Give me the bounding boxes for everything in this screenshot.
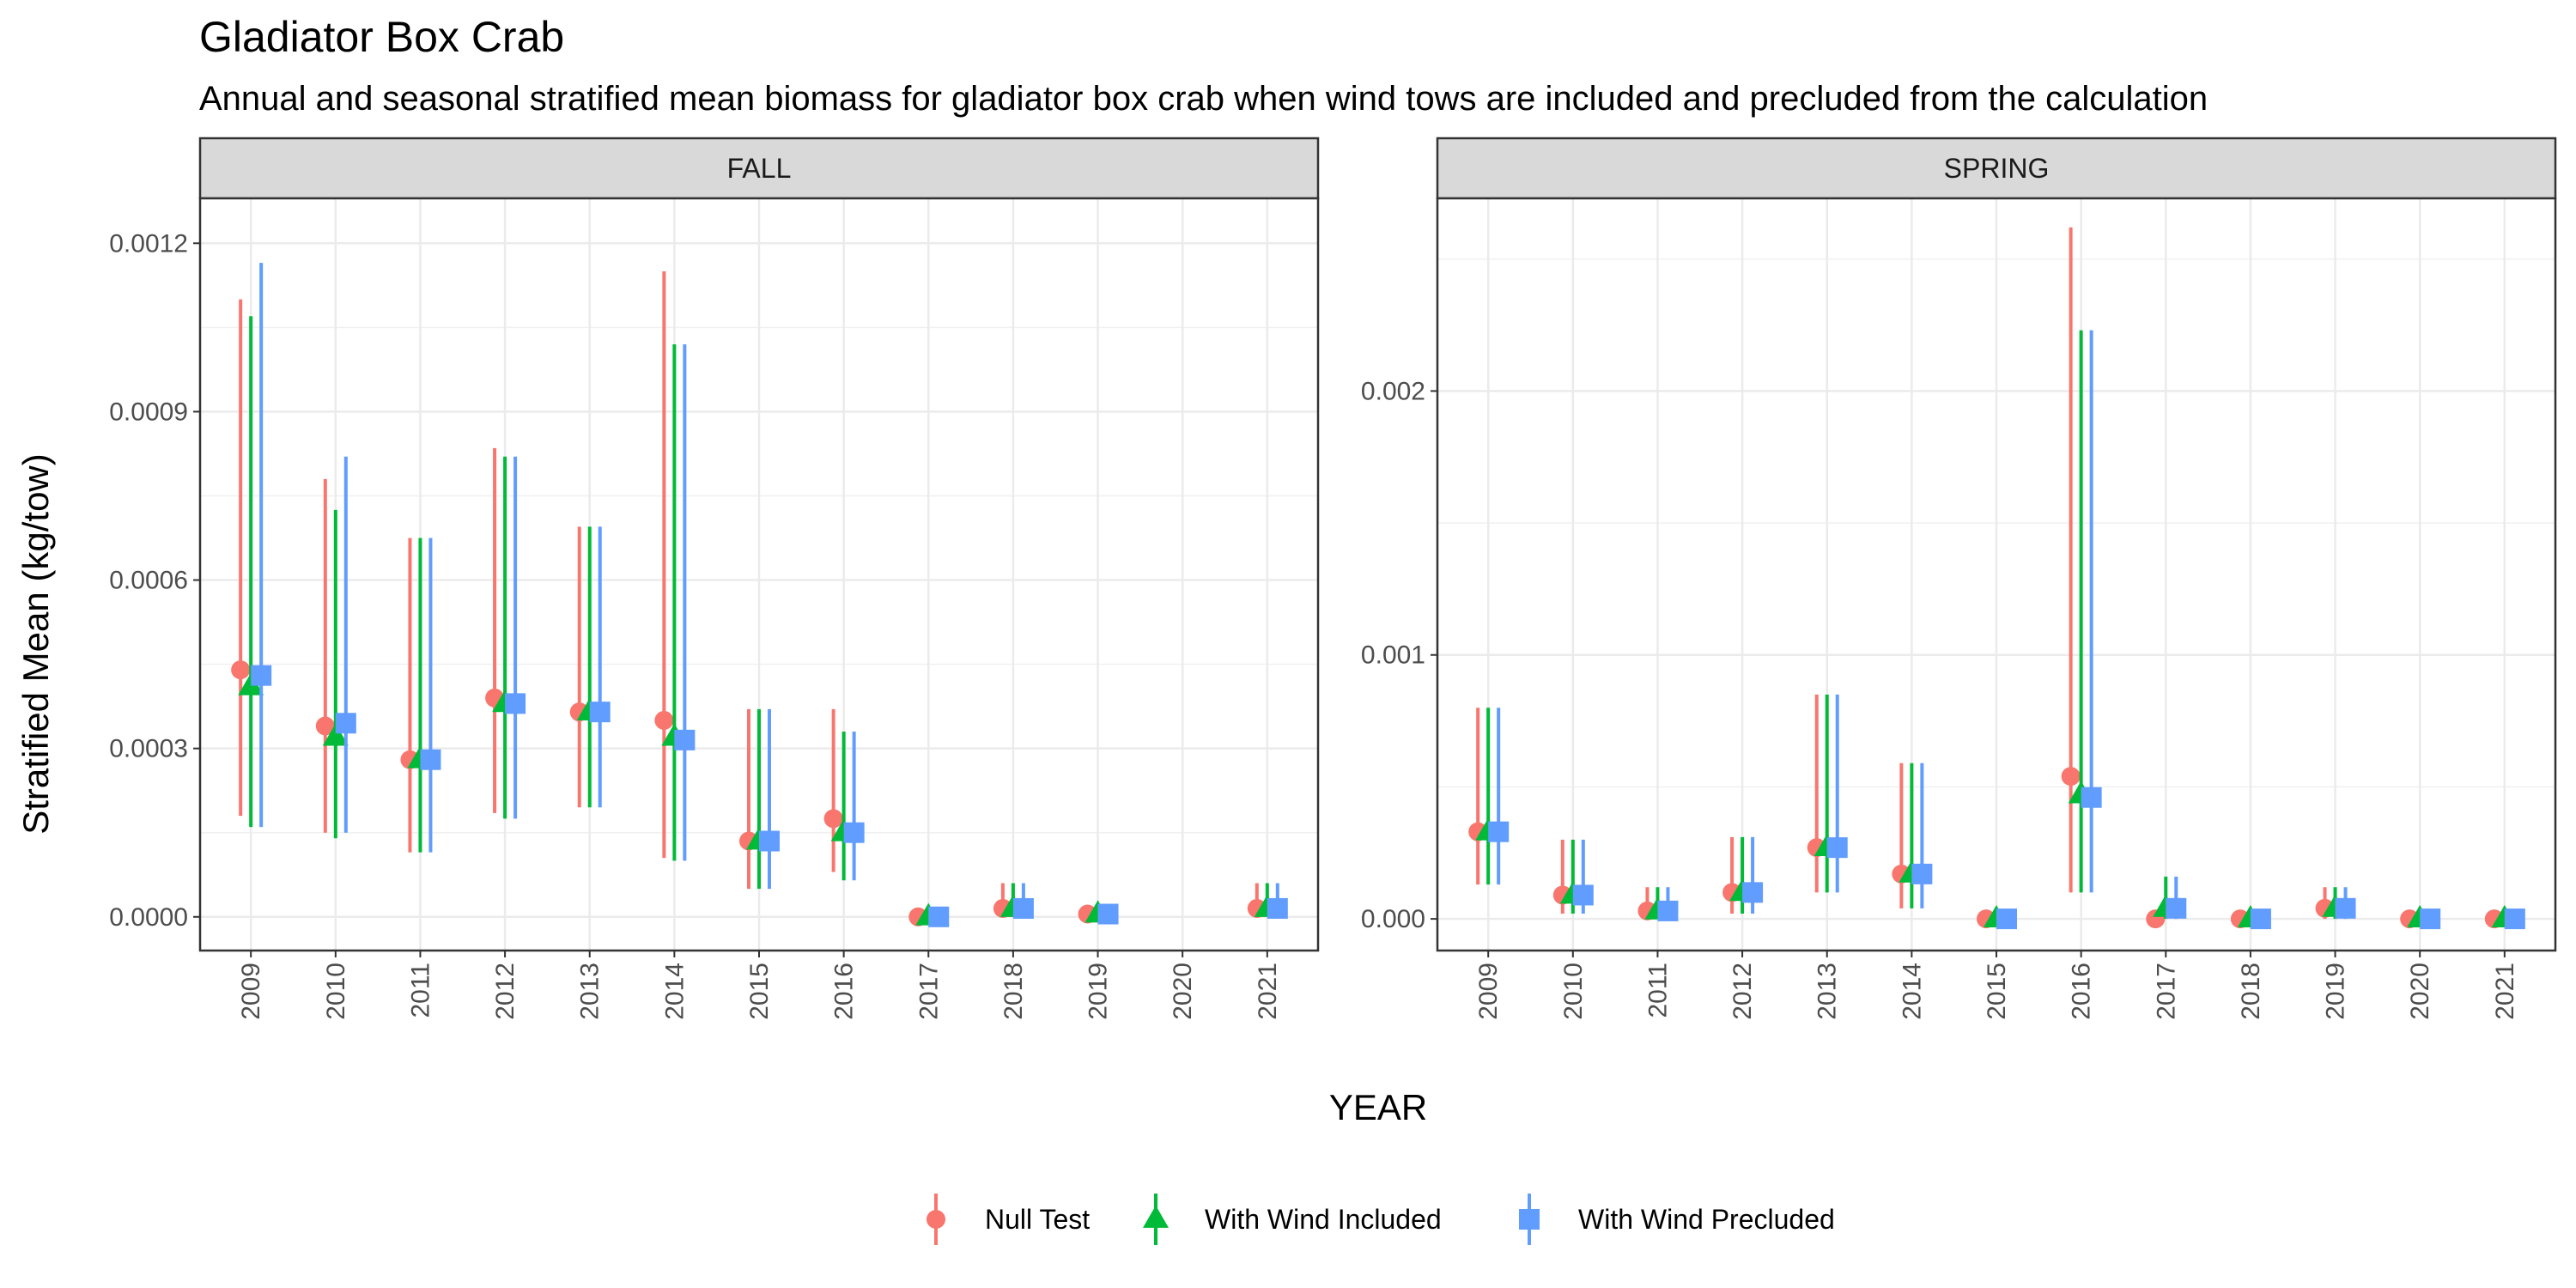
data-point — [2335, 897, 2356, 919]
x-tick-label: 2014 — [1898, 963, 1926, 1020]
data-point — [2250, 908, 2271, 930]
data-point — [1911, 863, 1933, 884]
legend-label: With Wind Included — [1205, 1204, 1442, 1235]
data-point — [1996, 908, 2017, 930]
data-point — [843, 822, 865, 843]
panel-border — [198, 197, 1320, 952]
y-tick-label: 0.0006 — [109, 567, 188, 595]
x-tick-label: 2009 — [237, 963, 265, 1020]
x-tick-label: 2019 — [2322, 963, 2350, 1020]
strip-label-spring: SPRING — [1944, 153, 2050, 184]
panel-spring: SPRING 0.000 0.001 0.002 2009 2010 2011 2012 201… — [1361, 137, 2557, 1020]
data-point — [251, 665, 272, 686]
x-tick-label: 2021 — [1254, 963, 1282, 1020]
data-point — [322, 723, 349, 746]
strip-label-fall: FALL — [727, 153, 792, 184]
data-point — [505, 693, 526, 714]
data-point — [928, 906, 950, 927]
x-tick-label: 2020 — [1169, 963, 1197, 1020]
legend-item-with-wind-precluded: With Wind Precluded — [1519, 1194, 1835, 1245]
data-point — [674, 729, 696, 750]
x-tick-label: 2011 — [406, 963, 434, 1018]
data-point — [1826, 837, 1848, 859]
strip-fall — [198, 137, 1320, 200]
data-point — [2061, 767, 2081, 787]
data-point — [1742, 882, 1764, 903]
data-point — [1488, 821, 1510, 842]
series-with-wind-precluded-fall — [251, 263, 1288, 927]
legend-key-circle — [927, 1210, 945, 1229]
facet-panels: FALL 0.0000 0.0003 0.0006 0.0009 0.0012 2009 20… — [109, 137, 2557, 1020]
x-tick-label: 2020 — [2406, 963, 2434, 1020]
data-point — [2081, 787, 2102, 808]
y-tick-label: 0.000 — [1361, 905, 1425, 933]
x-tick-label: 2010 — [1559, 963, 1588, 1020]
x-tick-label: 2010 — [322, 963, 350, 1020]
legend-item-null-test: Null Test — [927, 1194, 1090, 1245]
data-point — [2166, 897, 2187, 919]
x-axis-title: YEAR — [1329, 1087, 1427, 1127]
y-axis-title: Stratified Mean (kg/tow) — [15, 453, 56, 835]
strip-spring — [1436, 137, 2557, 200]
x-tick-label: 2019 — [1084, 963, 1113, 1020]
data-point — [1012, 897, 1034, 919]
x-tick-label: 2017 — [914, 963, 943, 1020]
x-tick-label: 2015 — [745, 963, 774, 1020]
y-tick-label: 0.0003 — [109, 735, 188, 763]
data-point — [654, 710, 674, 730]
data-point — [1572, 884, 1594, 906]
data-point — [1267, 897, 1288, 919]
legend-item-with-wind-included: With Wind Included — [1143, 1194, 1442, 1245]
legend-label: Null Test — [985, 1204, 1090, 1235]
x-tick-label: 2009 — [1474, 963, 1503, 1020]
data-point — [231, 660, 251, 680]
x-tick-label: 2018 — [2237, 963, 2265, 1020]
panel-fall: FALL 0.0000 0.0003 0.0006 0.0009 0.0012 2009 20… — [109, 137, 1320, 1020]
y-tick-label: 0.0009 — [109, 398, 188, 426]
x-tick-label: 2014 — [660, 963, 689, 1020]
data-point — [335, 713, 356, 734]
series-with-wind-precluded-spring — [1488, 330, 2525, 930]
y-tick-label: 0.001 — [1361, 641, 1425, 670]
panel-border — [1436, 197, 2557, 952]
data-point — [420, 749, 441, 770]
data-point — [315, 716, 335, 736]
x-tick-label: 2013 — [1814, 963, 1842, 1020]
chart-title: Gladiator Box Crab — [199, 13, 564, 61]
x-tick-label: 2012 — [491, 963, 519, 1020]
x-tick-label: 2013 — [576, 963, 605, 1020]
y-tick-label: 0.0000 — [109, 903, 188, 932]
data-point — [759, 830, 780, 852]
x-tick-label: 2011 — [1643, 963, 1672, 1018]
x-tick-label: 2021 — [2491, 963, 2519, 1020]
chart-subtitle: Annual and seasonal stratified mean biom… — [199, 80, 2208, 118]
legend-key-square — [1519, 1209, 1540, 1230]
data-point — [1097, 903, 1119, 925]
x-tick-label: 2018 — [999, 963, 1028, 1020]
data-point — [823, 809, 843, 829]
data-point — [2420, 908, 2441, 930]
legend-key-triangle — [1143, 1205, 1169, 1228]
data-point — [2504, 908, 2525, 930]
x-tick-label: 2017 — [2152, 963, 2180, 1020]
data-point — [589, 702, 611, 723]
legend-label: With Wind Precluded — [1578, 1204, 1835, 1235]
y-tick-label: 0.002 — [1361, 377, 1425, 405]
x-tick-label: 2016 — [830, 963, 859, 1020]
y-tick-label: 0.0012 — [109, 229, 188, 258]
x-tick-label: 2016 — [2068, 963, 2096, 1020]
legend: Null Test With Wind Included With Wind Pre… — [927, 1194, 1835, 1245]
data-point — [1657, 900, 1679, 921]
x-tick-label: 2015 — [1983, 963, 2011, 1020]
x-tick-label: 2012 — [1728, 963, 1757, 1020]
